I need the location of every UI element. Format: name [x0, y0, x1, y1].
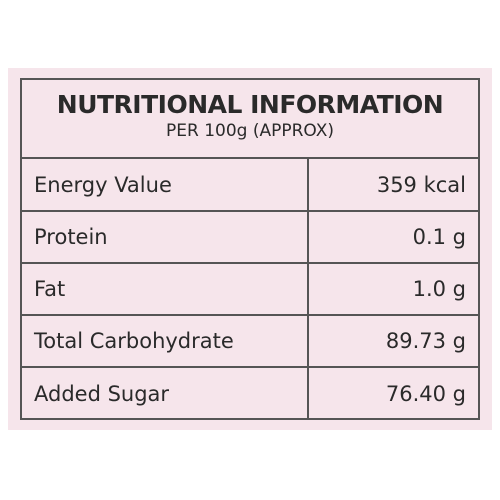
subtitle: PER 100g (APPROX) — [166, 121, 334, 141]
nutrient-amount: 89.73 g — [307, 314, 478, 367]
table-row: Added Sugar 76.40 g — [22, 366, 478, 419]
nutrient-name: Fat — [22, 262, 308, 315]
nutrient-name: Added Sugar — [22, 366, 308, 419]
table-header: NUTRITIONAL INFORMATION PER 100g (APPROX… — [22, 80, 478, 159]
title: NUTRITIONAL INFORMATION — [56, 90, 444, 119]
nutrient-amount: 0.1 g — [307, 210, 478, 263]
nutrient-amount: 359 kcal — [307, 159, 478, 211]
table-body: Energy Value 359 kcal Protein 0.1 g Fat 1.0 g… — [22, 159, 478, 419]
nutrition-table: NUTRITIONAL INFORMATION PER 100g (APPROX… — [20, 78, 480, 420]
table-row: Protein 0.1 g — [22, 210, 478, 263]
table-row: Total Carbohydrate 89.73 g — [22, 314, 478, 367]
table-row: Energy Value 359 kcal — [22, 159, 478, 211]
nutrient-amount: 76.40 g — [307, 366, 478, 419]
nutrient-name: Total Carbohydrate — [22, 314, 308, 367]
table-row: Fat 1.0 g — [22, 262, 478, 315]
nutrient-name: Energy Value — [34, 172, 172, 197]
nutrient-amount: 1.0 g — [307, 262, 478, 315]
nutrient-name: Protein — [22, 210, 308, 263]
